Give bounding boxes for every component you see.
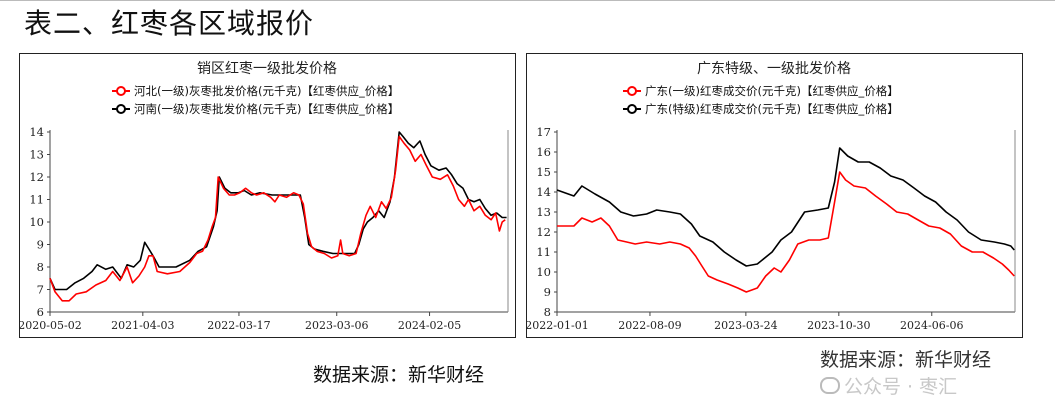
x-tick-label: 2022-01-01 [527, 319, 589, 332]
wechat-icon [820, 377, 840, 394]
series-line [49, 135, 506, 302]
y-tick-label: 10 [536, 265, 551, 279]
watermark: 数据来源：新华财经 公众号 · 枣汇 [820, 345, 991, 399]
y-tick-label: 9 [37, 238, 44, 252]
source-note: 数据来源：新华财经 [313, 364, 485, 386]
y-tick-label: 8 [37, 260, 44, 274]
y-tick-label: 9 [544, 285, 551, 299]
x-tick-label: 2023-03-24 [714, 319, 777, 332]
y-tick-label: 15 [536, 165, 551, 179]
series-line [557, 171, 1015, 293]
legend-label: 河北(一级)灰枣批发价格(元千克)【红枣供应_价格】 [134, 84, 399, 98]
y-tick-label: 7 [37, 283, 44, 297]
watermark-faint-text: 公众号 · 枣汇 [844, 376, 958, 398]
legend-label: 河南(一级)灰枣批发价格(元千克)【红枣供应_价格】 [134, 102, 399, 116]
y-tick-label: 10 [29, 215, 44, 229]
x-tick-label: 2023-10-30 [807, 319, 870, 332]
x-tick-label: 2024-02-05 [398, 319, 461, 332]
y-tick-label: 11 [536, 245, 551, 259]
x-tick-label: 2022-03-17 [207, 319, 270, 332]
series-line [49, 131, 507, 291]
legend-swatch-marker [627, 86, 637, 96]
chart-panel-left: 销区红枣一级批发价格河北(一级)灰枣批发价格(元千克)【红枣供应_价格】 河南(一… [19, 53, 516, 338]
y-tick-label: 13 [536, 205, 551, 219]
y-tick-label: 13 [29, 148, 44, 162]
y-tick-label: 17 [536, 125, 551, 139]
chart-panel-right: 广东特级、一级批发价格广东(一级)红枣成交价(元千克)【红枣供应_价格】 广东(特… [526, 53, 1023, 338]
x-tick-label: 2022-08-09 [618, 319, 681, 332]
y-tick-label: 12 [536, 225, 551, 239]
y-tick-label: 14 [536, 185, 551, 199]
x-tick-label: 2024-06-06 [900, 319, 963, 332]
y-tick-label: 14 [29, 125, 44, 139]
watermark-overlay-text: 数据来源：新华财经 [820, 349, 992, 371]
x-tick-label: 2020-05-02 [20, 319, 82, 332]
legend-swatch-marker [627, 104, 637, 114]
series-line [556, 147, 1015, 267]
chart-svg-right: 广东特级、一级批发价格广东(一级)红枣成交价(元千克)【红枣供应_价格】广东(特… [527, 61, 1016, 332]
y-tick-label: 6 [37, 305, 44, 319]
x-tick-label: 2021-04-03 [111, 319, 174, 332]
x-tick-label: 2023-03-06 [305, 319, 368, 332]
page-title: 表二、红枣各区域报价 [24, 7, 315, 40]
y-tick-label: 8 [544, 305, 551, 319]
legend-label: 广东(一级)红枣成交价(元千克)【红枣供应_价格】 [645, 84, 899, 98]
chart-svg-left: 销区红枣一级批发价格河北(一级)灰枣批发价格(元千克)【红枣供应_价格】河南(一… [20, 61, 509, 332]
legend-swatch-marker [116, 86, 126, 96]
top-border-line [0, 0, 1055, 1]
legend-label: 广东(特级)红枣成交价(元千克)【红枣供应_价格】 [645, 102, 899, 116]
y-tick-label: 11 [29, 193, 44, 207]
y-tick-label: 12 [29, 170, 44, 184]
y-tick-label: 16 [536, 145, 551, 159]
chart-title: 销区红枣一级批发价格 [197, 61, 337, 77]
chart-title: 广东特级、一级批发价格 [697, 61, 851, 77]
legend-swatch-marker [116, 104, 126, 114]
